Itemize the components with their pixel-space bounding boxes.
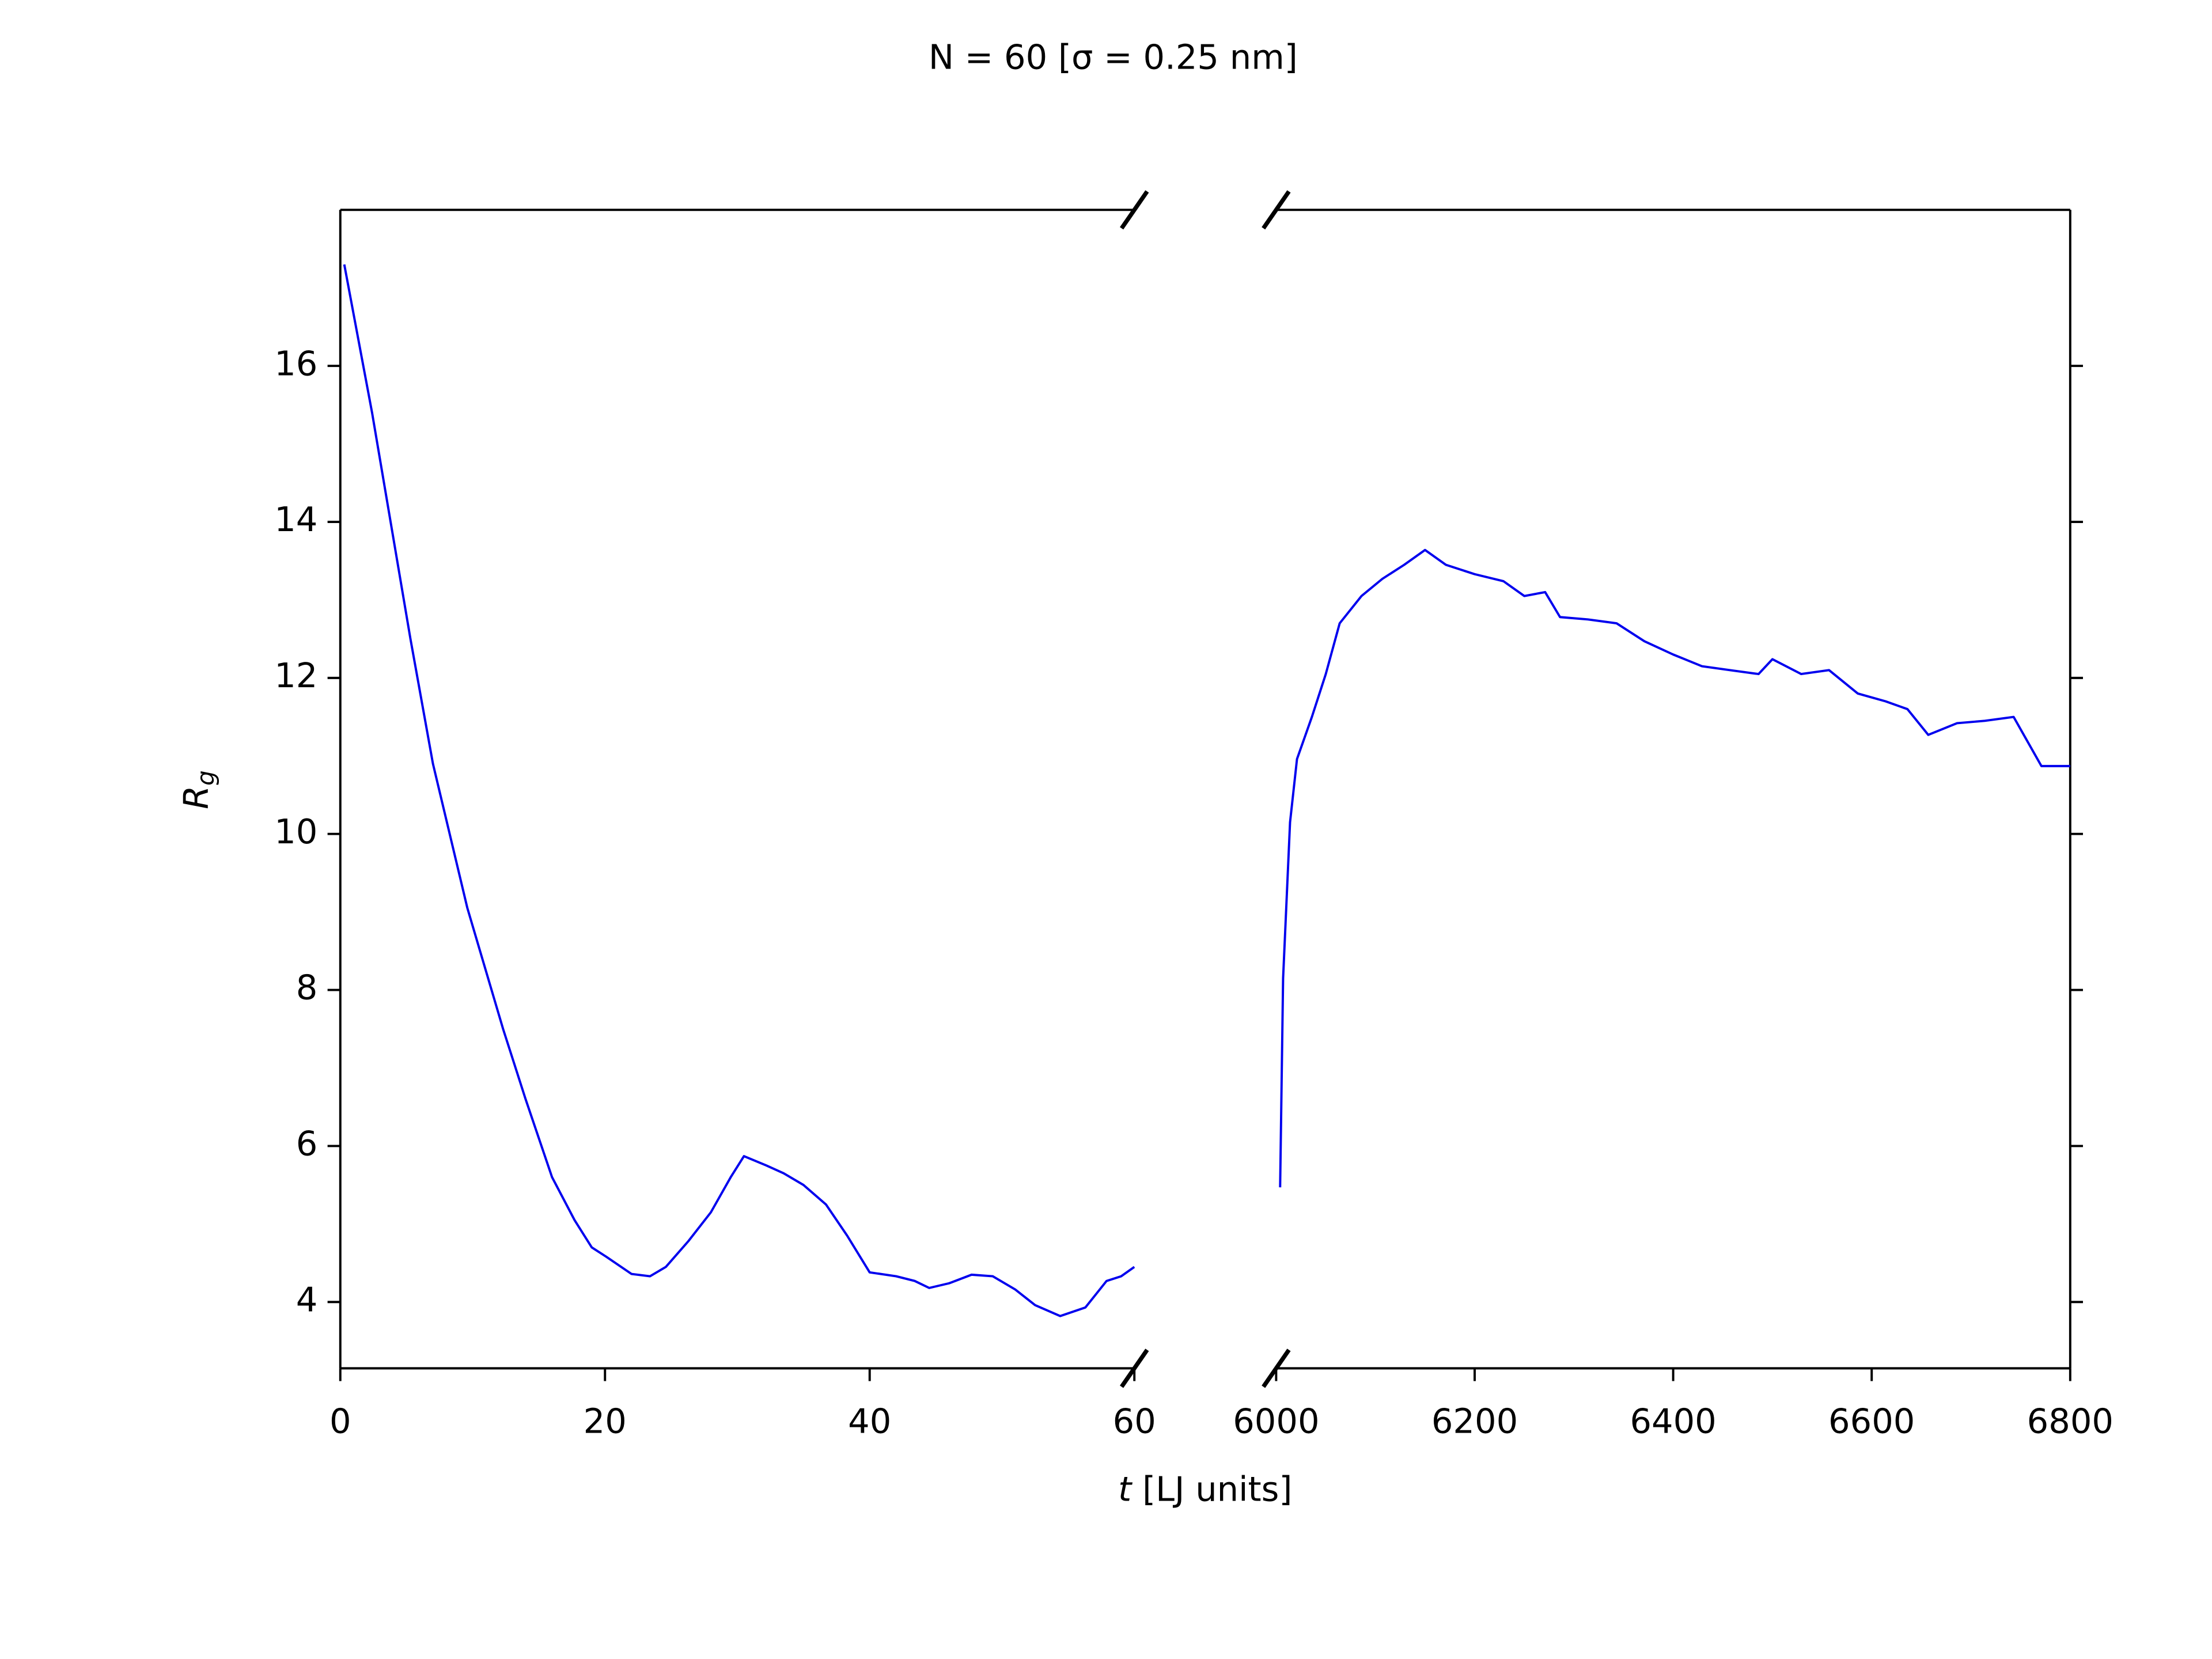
x-tick-label: 6000 xyxy=(1233,1401,1319,1441)
y-tick-label: 10 xyxy=(274,812,317,851)
x-tick-label: 6400 xyxy=(1630,1401,1716,1441)
y-tick-label: 12 xyxy=(274,656,317,695)
x-tick-label: 6600 xyxy=(1828,1401,1915,1441)
y-tick-label: 4 xyxy=(296,1279,318,1319)
x-tick-label: 60 xyxy=(1113,1401,1156,1441)
chart-title: N = 60 [σ = 0.25 nm] xyxy=(929,37,1298,77)
y-tick-label: 16 xyxy=(274,343,317,383)
break-mark xyxy=(1120,190,1149,230)
y-tick-label: 8 xyxy=(296,968,318,1007)
y-tick-label: 6 xyxy=(296,1124,318,1164)
y-tick-label: 14 xyxy=(274,499,317,539)
break-mark xyxy=(1262,1349,1291,1388)
x-axis-label: t [LJ units] xyxy=(1118,1469,1292,1509)
break-mark xyxy=(1120,1349,1149,1388)
data-line xyxy=(343,264,1135,1317)
x-tick-label: 6200 xyxy=(1431,1401,1518,1441)
y-axis-label: Rg xyxy=(176,770,219,809)
data-line xyxy=(1279,548,2070,1188)
x-tick-label: 40 xyxy=(848,1401,891,1441)
x-tick-label: 0 xyxy=(329,1401,351,1441)
x-tick-label: 6800 xyxy=(2027,1401,2113,1441)
break-mark xyxy=(1262,190,1291,230)
x-tick-label: 20 xyxy=(584,1401,627,1441)
